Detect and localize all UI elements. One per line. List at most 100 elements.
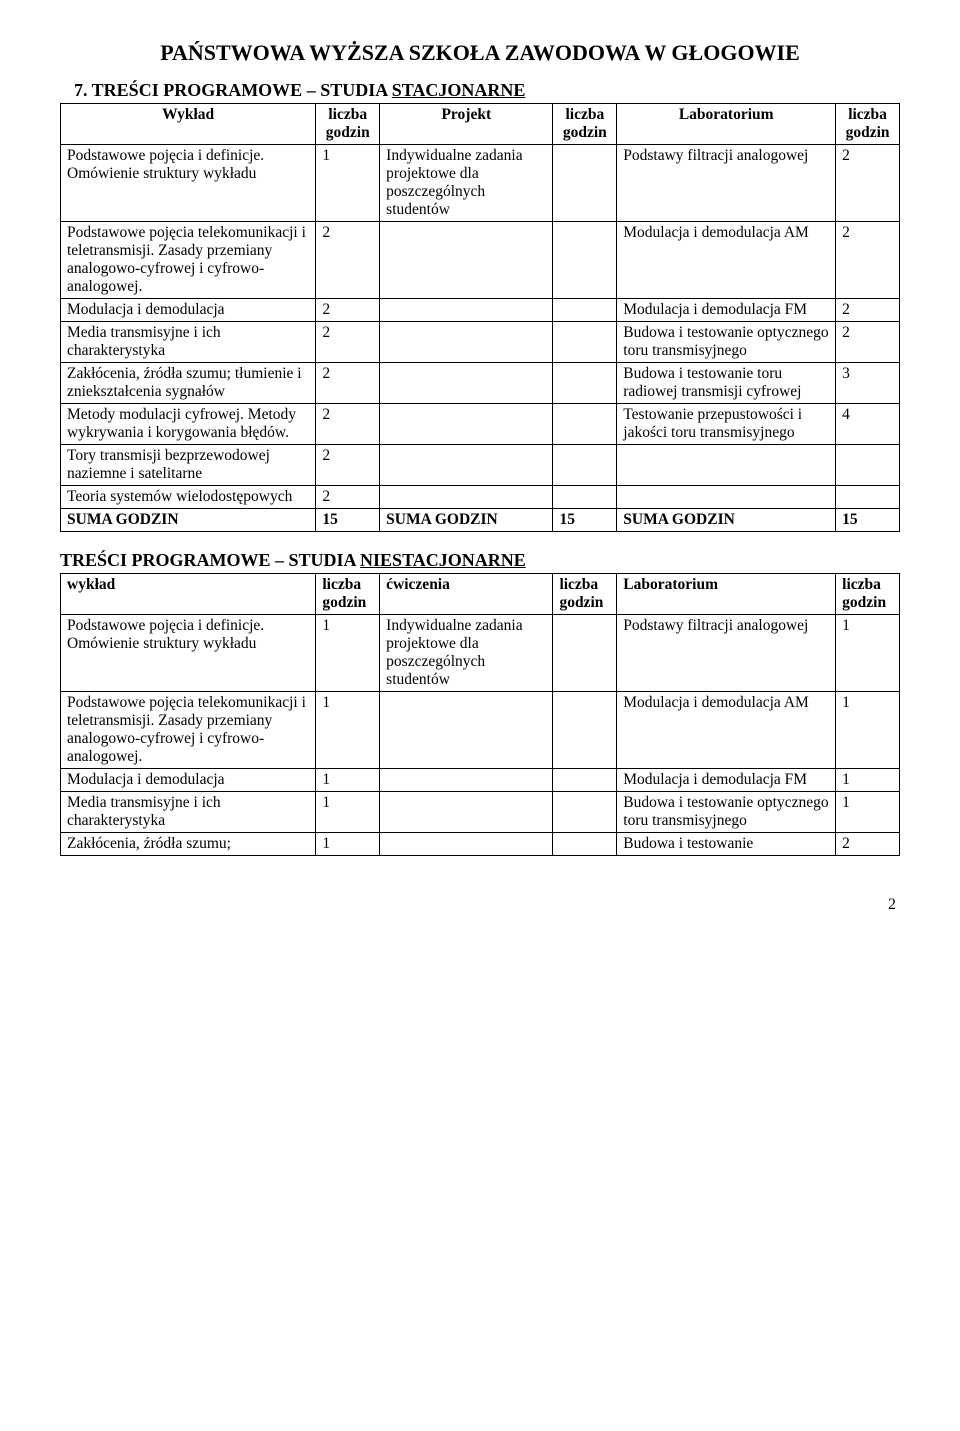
cell: Modulacja i demodulacja FM [617,299,836,322]
h-c6: liczba godzin [836,104,900,145]
cell [553,363,617,404]
cell: 2 [316,222,380,299]
cell: Media transmisyjne i ich charakterystyka [61,792,316,833]
cell: 1 [316,692,380,769]
cell: Testowanie przepustowości i jakości toru… [617,404,836,445]
h2-c2: liczba godzin [316,574,380,615]
cell: 1 [316,769,380,792]
h-c4: liczba godzin [553,104,617,145]
cell: Modulacja i demodulacja AM [617,692,836,769]
cell: Podstawowe pojęcia i definicje. Omówieni… [61,615,316,692]
cell: Budowa i testowanie [617,833,836,856]
cell [380,363,553,404]
cell: Budowa i testowanie toru radiowej transm… [617,363,836,404]
cell: 1 [836,692,900,769]
table-row: Podstawowe pojęcia i definicje. Omówieni… [61,615,900,692]
cell: 1 [316,145,380,222]
h2-c6: liczba godzin [836,574,900,615]
cell [553,299,617,322]
cell: Tory transmisji bezprzewodowej naziemne … [61,445,316,486]
cell: 3 [836,363,900,404]
cell: 1 [316,615,380,692]
page-number: 2 [60,896,900,914]
table-row: Media transmisyjne i ich charakterystyka… [61,322,900,363]
cell [553,692,617,769]
cell: 1 [836,769,900,792]
cell: 2 [836,322,900,363]
section1-underline: STACJONARNE [392,80,526,100]
table-row: Modulacja i demodulacja 1 Modulacja i de… [61,769,900,792]
cell: Zakłócenia, źródła szumu; tłumienie i zn… [61,363,316,404]
cell [553,769,617,792]
cell [836,486,900,509]
cell: 1 [836,792,900,833]
cell: 2 [316,486,380,509]
sum-c3: SUMA GODZIN [380,509,553,532]
h2-c4: liczba godzin [553,574,617,615]
h-c3: Projekt [380,104,553,145]
cell [553,404,617,445]
cell [553,222,617,299]
cell: Media transmisyjne i ich charakterystyka [61,322,316,363]
cell [617,486,836,509]
table-row: Zakłócenia, źródła szumu; tłumienie i zn… [61,363,900,404]
cell [553,486,617,509]
cell [553,445,617,486]
table-sum-row: SUMA GODZIN 15 SUMA GODZIN 15 SUMA GODZI… [61,509,900,532]
cell [380,222,553,299]
section2-prefix: TREŚCI PROGRAMOWE – STUDIA [60,550,360,570]
cell [380,322,553,363]
cell: 2 [316,445,380,486]
cell [380,486,553,509]
table-header-row: Wykład liczba godzin Projekt liczba godz… [61,104,900,145]
table-niestacjonarne: wykład liczba godzin ćwiczenia liczba go… [60,573,900,856]
cell: Budowa i testowanie optycznego toru tran… [617,792,836,833]
cell: 1 [836,615,900,692]
cell: Podstawowe pojęcia i definicje. Omówieni… [61,145,316,222]
table-row: Tory transmisji bezprzewodowej naziemne … [61,445,900,486]
cell [553,145,617,222]
cell [380,299,553,322]
table-header-row: wykład liczba godzin ćwiczenia liczba go… [61,574,900,615]
cell: Zakłócenia, źródła szumu; [61,833,316,856]
cell: Indywidualne zadania projektowe dla posz… [380,615,553,692]
table-stacjonarne: Wykład liczba godzin Projekt liczba godz… [60,103,900,532]
cell [380,692,553,769]
cell: Modulacja i demodulacja FM [617,769,836,792]
cell: Podstawowe pojęcia telekomunikacji i tel… [61,222,316,299]
cell: 1 [316,792,380,833]
sum-c5: SUMA GODZIN [617,509,836,532]
cell: Modulacja i demodulacja AM [617,222,836,299]
institution-title: PAŃSTWOWA WYŻSZA SZKOŁA ZAWODOWA W GŁOGO… [60,40,900,66]
sum-c2: 15 [316,509,380,532]
sum-c4: 15 [553,509,617,532]
h-c5: Laboratorium [617,104,836,145]
table-row: Podstawowe pojęcia i definicje. Omówieni… [61,145,900,222]
cell: Podstawy filtracji analogowej [617,145,836,222]
table-row: Teoria systemów wielodostępowych 2 [61,486,900,509]
section2-title: TREŚCI PROGRAMOWE – STUDIA NIESTACJONARN… [60,550,900,571]
table-row: Modulacja i demodulacja 2 Modulacja i de… [61,299,900,322]
cell: Podstawy filtracji analogowej [617,615,836,692]
cell: 2 [316,363,380,404]
cell [553,833,617,856]
table-row: Metody modulacji cyfrowej. Metody wykryw… [61,404,900,445]
h2-c3: ćwiczenia [380,574,553,615]
cell [380,792,553,833]
section1-title: 7. TREŚCI PROGRAMOWE – STUDIA STACJONARN… [74,80,900,101]
cell: Metody modulacji cyfrowej. Metody wykryw… [61,404,316,445]
cell [836,445,900,486]
cell: 2 [836,833,900,856]
cell: 1 [316,833,380,856]
section1-prefix: 7. TREŚCI PROGRAMOWE – STUDIA [74,80,392,100]
h-c2: liczba godzin [316,104,380,145]
h2-c5: Laboratorium [617,574,836,615]
h-c1: Wykład [61,104,316,145]
sum-c1: SUMA GODZIN [61,509,316,532]
cell: 2 [836,145,900,222]
cell [553,792,617,833]
cell [380,404,553,445]
section2-underline: NIESTACJONARNE [360,550,526,570]
cell: 2 [836,222,900,299]
cell: Modulacja i demodulacja [61,299,316,322]
